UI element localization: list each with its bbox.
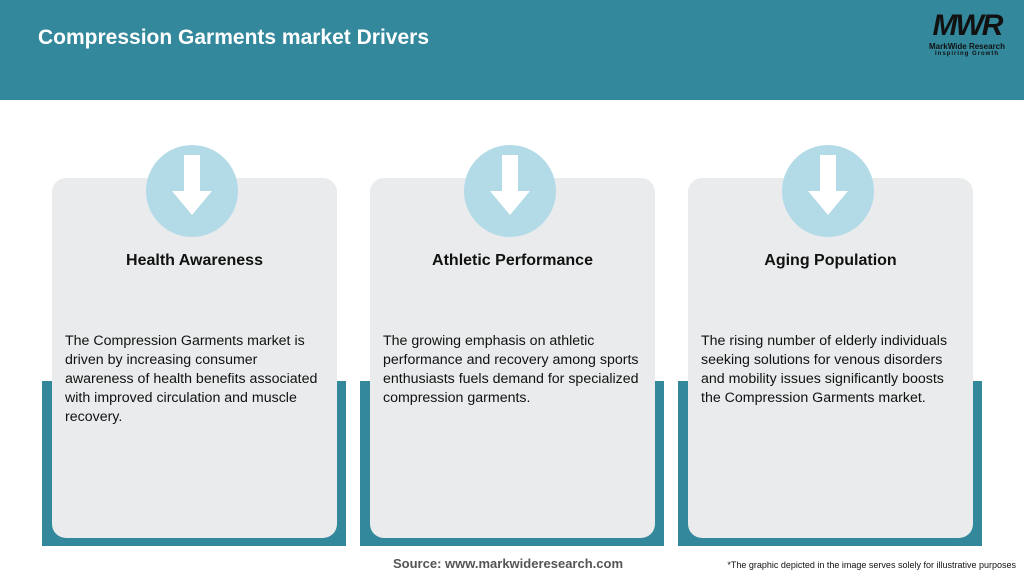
driver-card: Athletic Performance The growing emphasi… — [370, 178, 655, 538]
card-body: The growing emphasis on athletic perform… — [383, 333, 639, 406]
source-text: Source: www.markwideresearch.com — [393, 556, 624, 571]
card-title: Athletic Performance — [432, 252, 593, 269]
card-body: The rising number of elderly individuals… — [701, 333, 948, 406]
logo-tagline: Inspiring Growth — [935, 51, 999, 57]
header-banner: Compression Garments market Drivers MWR … — [0, 0, 1024, 100]
arrow-down-icon — [172, 155, 212, 215]
driver-card: Aging Population The rising number of el… — [688, 178, 973, 538]
card-title: Aging Population — [764, 252, 897, 269]
page-title: Compression Garments market Drivers — [38, 26, 429, 49]
icon-circle — [782, 145, 874, 237]
icon-circle — [146, 145, 238, 237]
icon-circle — [464, 145, 556, 237]
card-title: Health Awareness — [126, 252, 263, 269]
driver-card: Health Awareness The Compression Garment… — [52, 178, 337, 538]
logo-mark: MWR — [932, 9, 1004, 42]
disclaimer-note: *The graphic depicted in the image serve… — [727, 560, 1016, 570]
logo: MWR MarkWide Research Inspiring Growth — [922, 9, 1012, 58]
arrow-down-icon — [808, 155, 848, 215]
card-body: The Compression Garments market is drive… — [65, 333, 318, 425]
logo-name: MarkWide Research — [929, 42, 1005, 51]
arrow-down-icon — [490, 155, 530, 215]
